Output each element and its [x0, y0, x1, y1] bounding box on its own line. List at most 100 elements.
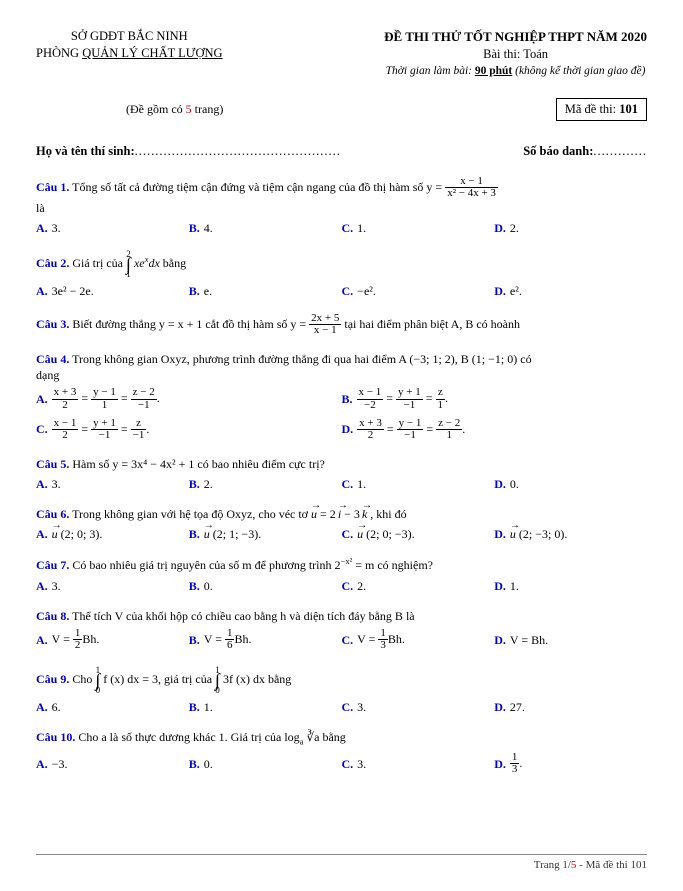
q3-b: tại hai điểm phân biệt A, B có hoành: [344, 317, 520, 331]
q4-label: Câu 4.: [36, 352, 69, 366]
lab-A: A.: [36, 526, 48, 542]
question-8: Câu 8. Thể tích V của khối hộp có chiều …: [36, 608, 647, 652]
q1-A-t: 3.: [52, 220, 61, 236]
q6-tail: , khi đó: [370, 507, 406, 521]
q10-B: B.0.: [189, 752, 342, 776]
q6-a: Trong không gian với hệ tọa độ Oxyz, cho…: [72, 507, 311, 521]
q1-C: C.1.: [342, 220, 495, 236]
q7-label: Câu 7.: [36, 558, 69, 572]
q9-integral2-icon: 1∫0: [215, 666, 220, 695]
q9-D-t: 27.: [510, 699, 525, 715]
q7-a: Có bao nhiêu giá trị nguyên của số m để …: [72, 558, 340, 572]
q10-label: Câu 10.: [36, 730, 75, 744]
q1-B-t: 4.: [204, 220, 213, 236]
header-left: SỞ GDĐT BẮC NINH PHÒNG QUẢN LÝ CHẤT LƯỢN…: [36, 28, 223, 62]
question-2: Câu 2. Giá trị của 2 ∫ 1 xexdx bằng A.3e…: [36, 250, 647, 299]
q4-B: B. x − 1−2 = y + 1−1 = z1.: [342, 387, 648, 411]
q4-C-eq: x − 12 = y + 1−1 = z−1.: [52, 418, 150, 442]
q5-B-t: 2.: [204, 476, 213, 492]
lab-A: A.: [36, 391, 48, 407]
code-a: Mã đề thi:: [565, 102, 620, 116]
lab-D: D.: [494, 578, 506, 594]
q4-A-eq: x + 32 = y − 11 = z − 2−1.: [52, 387, 160, 411]
q8-B: B.V = 16Bh.: [189, 628, 342, 652]
q4-answers-1: A. x + 32 = y − 11 = z − 2−1. B. x − 1−2…: [36, 387, 647, 411]
q10-B-t: 0.: [204, 756, 213, 772]
q1-num: x − 1: [445, 176, 498, 188]
q2-C-t: −e².: [357, 283, 376, 299]
q9-C-t: 3.: [357, 699, 366, 715]
q10-a: Cho a là số thực dương khác 1. Giá trị c…: [78, 730, 299, 744]
q5-D-t: 0.: [510, 476, 519, 492]
q6-answers: A.u (2; 0; 3). B.u (2; 1; −3). C.u (2; 0…: [36, 526, 647, 542]
q6-A: A.u (2; 0; 3).: [36, 526, 189, 542]
vector-u-icon: u: [311, 506, 317, 522]
q9-A: A.6.: [36, 699, 189, 715]
footer-b: - Mã đề thi 101: [576, 859, 647, 871]
vector-i-icon: i: [338, 506, 341, 522]
q10-A-t: −3.: [52, 756, 68, 772]
lab-B: B.: [189, 632, 200, 648]
q5-C-t: 1.: [357, 476, 366, 492]
question-10: Câu 10. Cho a là số thực dương khác 1. G…: [36, 729, 647, 776]
page-count: (Đề gồm có 5 trang): [126, 101, 223, 117]
exam-code-box: Mã đề thi: 101: [556, 98, 647, 121]
q10-C: C.3.: [342, 752, 495, 776]
q8-a: Thể tích V của khối hộp có chiều cao bằn…: [72, 609, 414, 623]
q10-D: D.13.: [494, 752, 647, 776]
exam-title: ĐỀ THI THỬ TỐT NGHIỆP THPT NĂM 2020: [384, 28, 647, 46]
lab-C: C.: [342, 526, 354, 542]
time-b: 90 phút: [475, 65, 512, 77]
q1-D-t: 2.: [510, 220, 519, 236]
q2-a: Giá trị của: [72, 256, 126, 270]
q9-A-t: 6.: [52, 699, 61, 715]
q7-A: A.3.: [36, 578, 189, 594]
lab-D: D.: [494, 476, 506, 492]
question-6: Câu 6. Trong không gian với hệ tọa độ Ox…: [36, 506, 647, 542]
q3-label: Câu 3.: [36, 317, 69, 331]
lab-A: A.: [36, 476, 48, 492]
q3-den: x − 1: [309, 324, 341, 337]
question-4: Câu 4. Trong không gian Oxyz, phương trì…: [36, 351, 647, 442]
lab-B: B.: [189, 476, 200, 492]
q10-C-t: 3.: [357, 756, 366, 772]
q1-frac: x − 1x² − 4x + 3: [445, 176, 498, 200]
q4-A: A. x + 32 = y − 11 = z − 2−1.: [36, 387, 342, 411]
lab-B: B.: [189, 220, 200, 236]
q7-B-t: 0.: [204, 578, 213, 594]
q1-D: D.2.: [494, 220, 647, 236]
q2-A: A.3e² − 2e.: [36, 283, 189, 299]
lab-B: B.: [189, 283, 200, 299]
lab-C: C.: [36, 421, 48, 437]
q5-answers: A.3. B.2. C.1. D.0.: [36, 476, 647, 492]
q7-C-t: 2.: [357, 578, 366, 594]
q7-answers: A.3. B.0. C.2. D.1.: [36, 578, 647, 594]
lab-C: C.: [342, 283, 354, 299]
q3-frac: 2x + 5x − 1: [309, 313, 341, 337]
q4-D: D. x + 32 = y − 1−1 = z − 21.: [342, 418, 648, 442]
lab-C: C.: [342, 578, 354, 594]
q7-D: D.1.: [494, 578, 647, 594]
question-9: Câu 9. Cho 1∫0 f (x) dx = 3, giá trị của…: [36, 666, 647, 715]
time-c: (không kể thời gian giao đề): [512, 65, 645, 77]
question-3: Câu 3. Biết đường thẳng y = x + 1 cắt đồ…: [36, 313, 647, 337]
q2-bot: 1: [126, 270, 131, 279]
q8-D-t: V = Bh.: [510, 632, 548, 648]
id-dots: .............: [593, 144, 647, 158]
q9-D: D.27.: [494, 699, 647, 715]
province-line: SỞ GDĐT BẮC NINH: [36, 28, 223, 45]
q7-A-t: 3.: [52, 578, 61, 594]
lab-C: C.: [342, 699, 354, 715]
id-label: Số báo danh:: [523, 144, 593, 158]
lab-C: C.: [342, 632, 354, 648]
lab-D: D.: [494, 756, 506, 772]
q9-C: C.3.: [342, 699, 495, 715]
q2-tail: bằng: [163, 256, 186, 270]
q8-answers: A.V = 12Bh. B.V = 16Bh. C.V = 13Bh. D.V …: [36, 628, 647, 652]
dept-prefix: PHÒNG: [36, 46, 82, 60]
q10-answers: A.−3. B.0. C.3. D.13.: [36, 752, 647, 776]
q7-exp: −x²: [340, 556, 352, 566]
question-7: Câu 7. Có bao nhiêu giá trị nguyên của s…: [36, 556, 647, 593]
q6-C: C.u (2; 0; −3).: [342, 526, 495, 542]
q9-int1: f (x) dx = 3, giá trị của: [103, 672, 215, 686]
